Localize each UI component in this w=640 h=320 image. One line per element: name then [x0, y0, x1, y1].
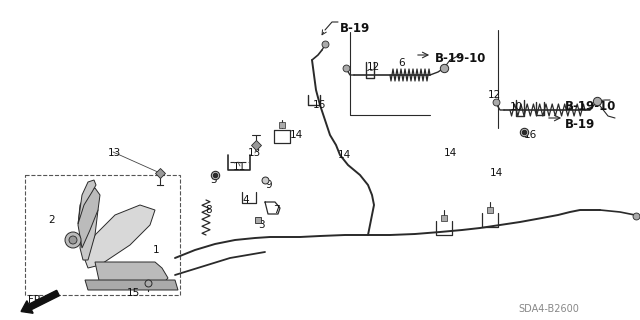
Circle shape	[65, 232, 81, 248]
Text: B-19-10: B-19-10	[435, 52, 486, 65]
Polygon shape	[78, 188, 100, 248]
Text: 16: 16	[524, 130, 537, 140]
Text: 16: 16	[313, 100, 326, 110]
Polygon shape	[95, 262, 168, 285]
Polygon shape	[85, 280, 178, 290]
Text: 4: 4	[242, 195, 248, 205]
Text: 1: 1	[153, 245, 159, 255]
Text: B-19-10: B-19-10	[565, 100, 616, 113]
Text: 13: 13	[248, 148, 261, 158]
Text: 3: 3	[258, 220, 264, 230]
Text: 6: 6	[398, 58, 404, 68]
Text: 2: 2	[48, 215, 54, 225]
Text: 12: 12	[367, 62, 380, 72]
Text: 14: 14	[338, 150, 351, 160]
Text: 14: 14	[444, 148, 457, 158]
Text: 14: 14	[490, 168, 503, 178]
Text: 5: 5	[210, 175, 216, 185]
Text: 14: 14	[290, 130, 303, 140]
Text: 7: 7	[273, 205, 280, 215]
Text: 15: 15	[127, 288, 140, 298]
Polygon shape	[80, 205, 98, 260]
Polygon shape	[78, 180, 96, 224]
Text: 12: 12	[488, 90, 501, 100]
Text: FR.: FR.	[28, 295, 44, 305]
Text: SDA4-B2600: SDA4-B2600	[518, 304, 579, 314]
Text: 11: 11	[233, 162, 246, 172]
FancyArrow shape	[21, 290, 60, 313]
Text: 10: 10	[510, 102, 523, 112]
Circle shape	[69, 236, 77, 244]
Text: 9: 9	[265, 180, 271, 190]
Text: 8: 8	[205, 205, 212, 215]
Text: 13: 13	[108, 148, 121, 158]
Text: B-19: B-19	[340, 22, 371, 35]
Bar	[25, 175, 180, 295]
Polygon shape	[85, 205, 155, 268]
Text: B-19: B-19	[565, 118, 595, 131]
